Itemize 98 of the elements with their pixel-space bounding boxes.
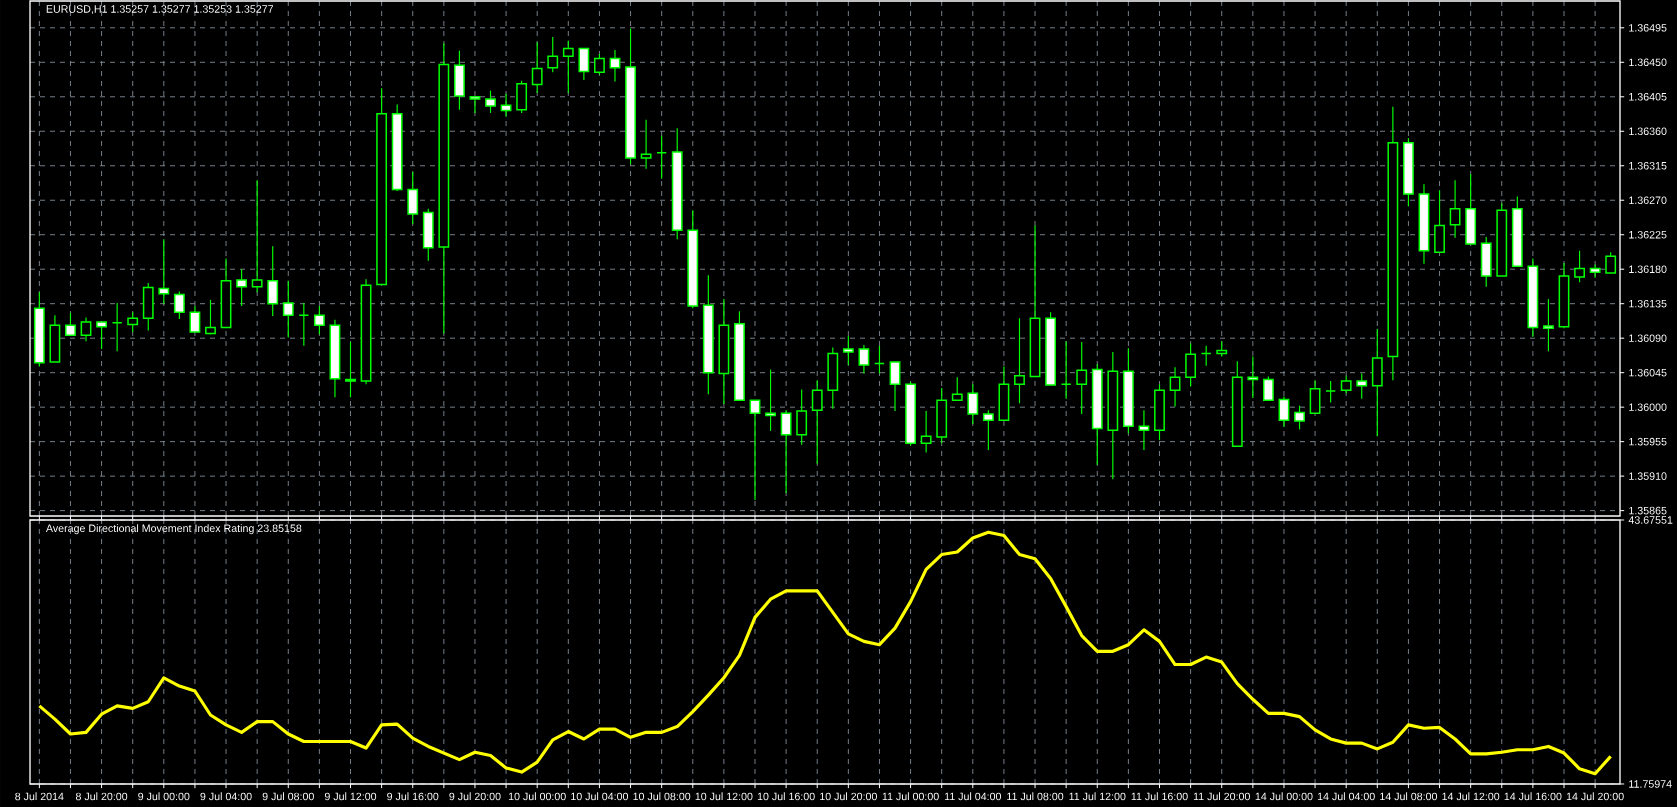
candlestick <box>640 119 652 170</box>
x-tick-label: 9 Jul 04:00 <box>200 792 252 801</box>
candlestick <box>1449 179 1461 239</box>
candlestick <box>298 302 310 347</box>
candlestick <box>469 96 481 114</box>
x-tick-label: 14 Jul 20:00 <box>1566 792 1624 801</box>
x-tick-label: 14 Jul 16:00 <box>1504 792 1562 801</box>
candlestick <box>874 345 885 375</box>
x-tick-label: 14 Jul 00:00 <box>1255 792 1313 801</box>
x-tick-label: 11 Jul 16:00 <box>1131 792 1188 801</box>
candlestick <box>1605 251 1617 274</box>
candlestick <box>127 311 139 333</box>
y-tick-label: 1.36405 <box>1629 93 1667 101</box>
candlestick <box>65 312 76 336</box>
candlestick <box>485 90 496 114</box>
x-tick-label: 8 Jul 2014 <box>15 792 64 801</box>
candlestick <box>578 47 590 81</box>
candlestick <box>749 399 761 501</box>
candlestick <box>967 383 979 425</box>
x-tick-label: 14 Jul 08:00 <box>1380 792 1438 801</box>
y-tick-label: 1.36135 <box>1629 299 1667 308</box>
candlestick <box>889 361 901 412</box>
y-tick-label: 1.35910 <box>1629 472 1667 480</box>
candlestick <box>811 379 823 465</box>
x-tick-label: 10 Jul 08:00 <box>633 792 691 801</box>
candlestick <box>1543 298 1554 352</box>
candlestick <box>189 305 201 333</box>
y-tick-label: 11.75974 <box>1629 780 1672 788</box>
y-tick-label: 1.36315 <box>1629 161 1667 170</box>
y-tick-label: 1.36360 <box>1629 127 1667 136</box>
y-tick-label: 1.36180 <box>1629 265 1667 273</box>
x-tick-label: 8 Jul 20:00 <box>75 792 128 801</box>
x-tick-label: 10 Jul 20:00 <box>820 792 877 801</box>
candlestick <box>282 280 294 339</box>
candlestick <box>1169 366 1181 407</box>
candlestick <box>173 290 185 320</box>
candlestick <box>158 238 170 305</box>
x-tick-label: 9 Jul 00:00 <box>138 792 190 801</box>
candlestick <box>1356 372 1368 400</box>
y-tick-label: 43.67551 <box>1628 516 1673 524</box>
x-tick-label: 10 Jul 16:00 <box>757 792 815 801</box>
y-tick-label: 1.36270 <box>1629 196 1667 205</box>
y-tick-label: 1.36495 <box>1629 24 1667 32</box>
x-tick-label: 11 Jul 04:00 <box>944 792 1002 801</box>
y-tick-label: 1.36225 <box>1629 230 1667 239</box>
x-tick-label: 14 Jul 04:00 <box>1317 792 1375 801</box>
x-tick-label: 10 Jul 12:00 <box>695 792 753 801</box>
candlestick <box>80 316 92 342</box>
candlestick <box>251 179 263 293</box>
candlestick <box>858 344 870 375</box>
candlestick <box>500 93 512 118</box>
chart-title: EURUSD,H1 1.35257 1.35277 1.35253 1.35277 <box>46 5 274 15</box>
candlestick <box>267 245 279 317</box>
x-tick-label: 10 Jul 00:00 <box>508 792 566 801</box>
x-tick-label: 14 Jul 12:00 <box>1442 792 1500 801</box>
candlestick <box>1589 264 1601 279</box>
x-tick-label: 10 Jul 04:00 <box>571 792 629 801</box>
candlestick <box>205 299 216 335</box>
y-tick-label: 1.35955 <box>1629 437 1667 446</box>
x-tick-label: 9 Jul 08:00 <box>262 792 314 801</box>
x-tick-label: 11 Jul 20:00 <box>1193 792 1250 801</box>
y-tick-label: 1.36000 <box>1629 403 1667 411</box>
x-tick-label: 9 Jul 20:00 <box>449 792 501 801</box>
candlestick <box>780 409 792 494</box>
y-tick-label: 1.35865 <box>1629 506 1667 515</box>
candlestick <box>1325 380 1337 404</box>
candlestick <box>96 321 107 350</box>
x-tick-label: 11 Jul 12:00 <box>1069 792 1126 801</box>
x-tick-label: 11 Jul 08:00 <box>1007 792 1064 801</box>
candlestick <box>547 36 559 73</box>
candlestick <box>236 268 248 307</box>
candlestick <box>920 410 932 453</box>
x-tick-label: 11 Jul 00:00 <box>882 792 939 801</box>
candlestick <box>1294 405 1305 430</box>
candlestick <box>796 388 808 446</box>
y-tick-label: 1.36090 <box>1629 334 1667 342</box>
candlestick <box>656 135 668 180</box>
x-tick-label: 9 Jul 16:00 <box>387 792 439 801</box>
candlestick <box>1060 340 1072 400</box>
y-tick-label: 1.36450 <box>1629 58 1667 67</box>
chart-title: Average Directional Movement Index Rating 23.85158 <box>45 524 302 535</box>
candlestick <box>562 40 574 94</box>
candlestick <box>1076 341 1088 415</box>
candlestick <box>982 409 994 451</box>
candlestick <box>842 335 854 366</box>
candlestick <box>313 305 325 335</box>
candlestick <box>1278 395 1290 428</box>
candlestick <box>111 302 123 352</box>
candlestick <box>1200 345 1212 367</box>
candlestick <box>594 53 605 76</box>
candlestick <box>1574 250 1585 283</box>
candlestick <box>1262 375 1274 402</box>
candlestick <box>1014 317 1025 404</box>
candlestick <box>531 41 543 94</box>
candlestick <box>345 341 356 398</box>
candlestick <box>1185 342 1197 388</box>
y-tick-label: 1.36045 <box>1629 368 1667 377</box>
x-tick-label: 9 Jul 12:00 <box>324 792 377 801</box>
